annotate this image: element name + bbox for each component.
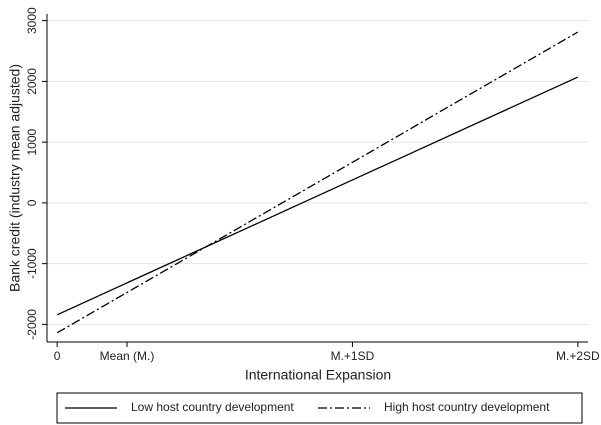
y-tick-label: 2000 [25, 68, 39, 95]
y-tick-label: 3000 [25, 7, 39, 34]
y-axis-title: Bank credit (industry mean adjusted) [7, 64, 23, 292]
y-tick-label: -2000 [25, 309, 39, 340]
x-tick-label: M.+2SD [556, 349, 600, 363]
line-series [56, 76, 579, 316]
y-tick-label: -1000 [25, 248, 39, 279]
legend-label: High host country development [384, 400, 550, 414]
y-tick-label: 1000 [25, 128, 39, 155]
x-tick-label: 0 [54, 349, 61, 363]
x-tick-label: M.+1SD [331, 349, 375, 363]
legend-box [56, 392, 583, 424]
line-series [56, 31, 579, 334]
x-axis-title: International Expansion [245, 367, 391, 383]
y-tick-label: 0 [25, 199, 39, 206]
legend-label: Low host country development [131, 400, 294, 414]
x-tick-label: Mean (M.) [100, 349, 155, 363]
